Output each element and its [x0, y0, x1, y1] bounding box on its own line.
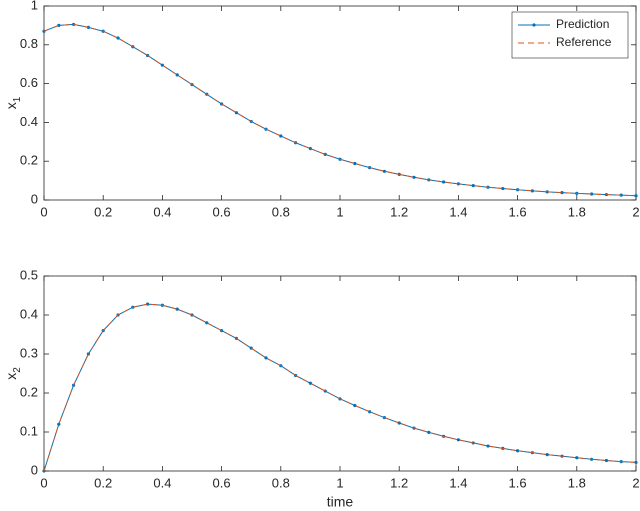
legend-box [511, 11, 629, 59]
data-point [486, 444, 490, 448]
data-point [456, 438, 460, 442]
data-point [634, 194, 638, 198]
x-tick-label: 0.4 [153, 475, 171, 490]
y-tick-label: 0.8 [20, 36, 38, 51]
y-tick-label: 0.6 [20, 75, 38, 90]
x-tick-label: 1.8 [568, 475, 586, 490]
y-tick-label: 0.4 [20, 306, 38, 321]
data-point [234, 111, 238, 115]
data-point [382, 169, 386, 173]
data-point [353, 403, 357, 408]
data-point [412, 175, 416, 179]
x-tick-label: 1.6 [509, 475, 527, 490]
x-tick-label: 0.6 [213, 475, 231, 490]
data-point [397, 421, 401, 425]
x-axis-label: time [327, 494, 354, 510]
data-point [530, 189, 535, 193]
y-axis-label: x2 [3, 367, 23, 380]
x-tick-label: 1.6 [509, 204, 527, 219]
x-tick-label: 0.8 [272, 475, 290, 490]
data-point [516, 449, 520, 453]
y-axis-label: x1 [3, 96, 23, 109]
x-tick-label: 1.2 [390, 475, 408, 490]
x-tick-label: 1.8 [568, 204, 586, 219]
y-axis-label-base: x [3, 102, 19, 109]
data-point [575, 456, 579, 460]
data-point [560, 191, 564, 195]
y-tick-label: 0.4 [20, 114, 38, 129]
data-point [604, 458, 609, 463]
series-line [43, 303, 637, 472]
x-tick-label: 1 [336, 475, 343, 490]
x-tick-label: 0 [40, 204, 47, 219]
data-point [634, 460, 638, 465]
series-line [43, 23, 637, 197]
data-point [308, 146, 312, 151]
data-point [146, 302, 150, 306]
data-point [57, 422, 61, 426]
x-tick-label: 0.4 [153, 204, 171, 219]
x-tick-label: 2 [632, 204, 639, 219]
x-tick-label: 1.4 [449, 204, 467, 219]
x-tick-label: 0.8 [272, 204, 290, 219]
x-tick-label: 0.2 [94, 475, 112, 490]
x-tick-label: 0.6 [213, 204, 231, 219]
data-point [116, 36, 120, 40]
y-tick-label: 0.3 [20, 345, 38, 360]
y-tick-label: 0.1 [20, 423, 38, 438]
y-tick-label: 0.2 [20, 384, 38, 399]
data-point [501, 186, 505, 191]
y-axis-label-sub: 1 [12, 96, 23, 102]
legend-label: Reference [556, 35, 612, 49]
legend-marker [532, 23, 536, 27]
y-tick-label: 0 [31, 191, 38, 206]
data-point [545, 453, 549, 457]
x-tick-label: 0.2 [94, 204, 112, 219]
data-point [175, 307, 179, 311]
x-tick-label: 1.2 [390, 204, 408, 219]
data-point [279, 134, 283, 138]
data-point [308, 381, 312, 385]
x-tick-label: 1 [336, 204, 343, 219]
y-tick-label: 0.5 [20, 267, 38, 282]
data-point [471, 184, 475, 188]
legend-label: Prediction [556, 17, 609, 31]
x-tick-label: 0 [40, 475, 47, 490]
plot-area [43, 275, 637, 472]
x-tick-label: 2 [632, 475, 639, 490]
data-point [353, 161, 357, 166]
data-point [205, 321, 209, 325]
y-tick-label: 0.2 [20, 153, 38, 168]
data-point [264, 356, 268, 360]
y-tick-label: 1 [31, 0, 38, 12]
x-tick-label: 1.4 [449, 475, 467, 490]
y-axis-label-sub: 2 [12, 367, 23, 373]
data-point [175, 73, 179, 77]
data-point [427, 430, 431, 434]
y-axis-label-base: x [3, 373, 19, 380]
data-point [442, 180, 446, 184]
y-tick-label: 0 [31, 462, 38, 477]
